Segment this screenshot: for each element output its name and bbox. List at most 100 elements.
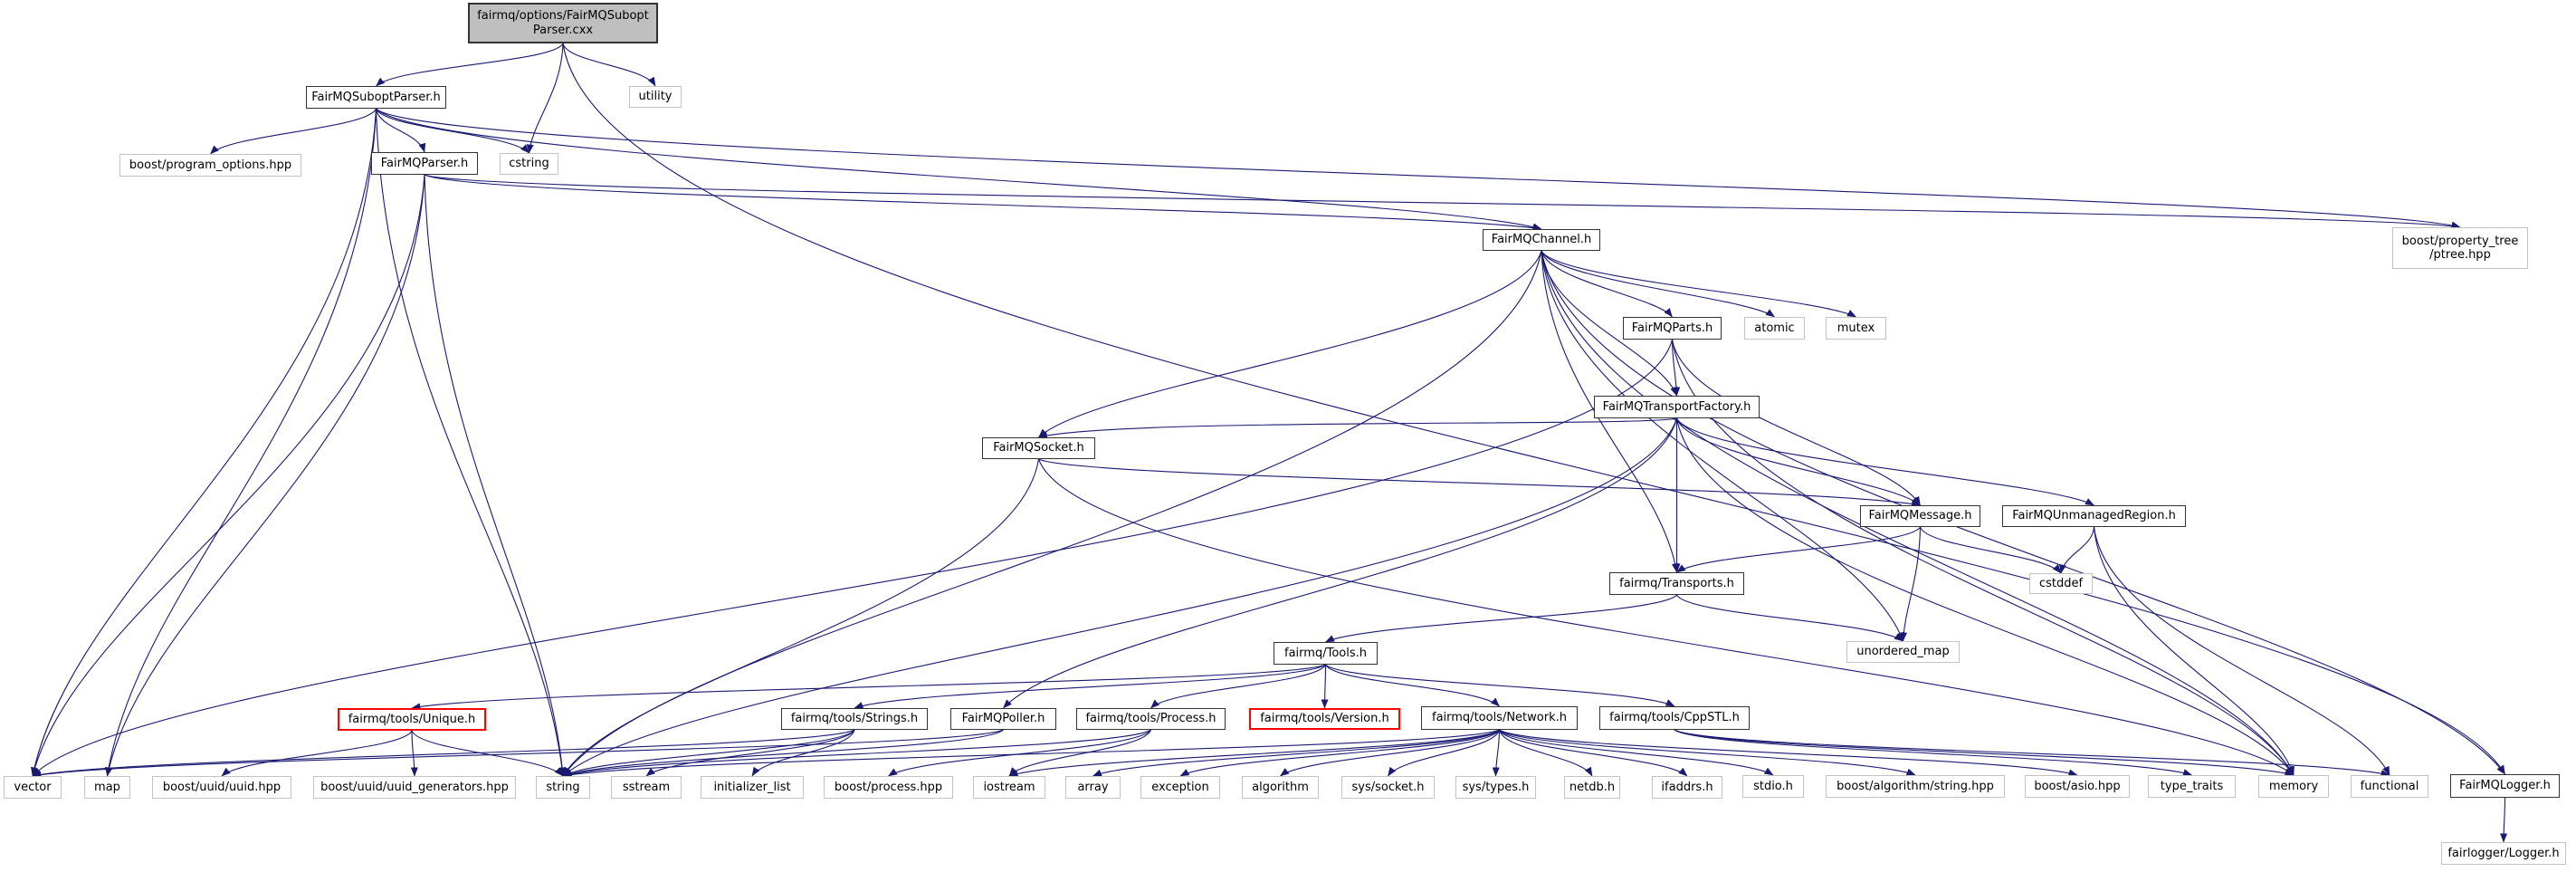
node-network-h[interactable]: fairmq/tools/Network.h — [1421, 706, 1578, 730]
node-label: boost/asio.hpp — [2034, 779, 2121, 793]
node-label: FairMQLogger.h — [2459, 779, 2551, 793]
edge-socket_h-to-memory — [1037, 458, 2295, 776]
node-label: fairmq/Tools.h — [1284, 646, 1367, 660]
edge-process_h-to-iostream — [1008, 729, 1152, 777]
edge-tools_h-to-version_h — [1321, 664, 1329, 709]
node-label: fairmq/tools/Version.h — [1260, 712, 1389, 726]
node-unique-h[interactable]: fairmq/tools/Unique.h — [338, 708, 486, 731]
node-label: FairMQSocket.h — [993, 441, 1084, 455]
node-label: stdio.h — [1753, 779, 1793, 793]
node-label: sys/types.h — [1462, 780, 1530, 794]
node-label: vector — [14, 780, 52, 794]
node-tools-h[interactable]: fairmq/Tools.h — [1274, 642, 1378, 665]
node-type-traits: type_traits — [2148, 775, 2236, 798]
node-message-h[interactable]: FairMQMessage.h — [1860, 505, 1980, 527]
node-iostream: iostream — [973, 776, 1045, 799]
node-label: memory — [2268, 779, 2319, 793]
node-sstream: sstream — [611, 776, 682, 799]
node-exception: exception — [1140, 776, 1220, 799]
node-label: FairMQParts.h — [1631, 321, 1713, 335]
node-transports-h[interactable]: fairmq/Transports.h — [1609, 572, 1744, 595]
edge-cxx-to-cstring — [526, 43, 564, 154]
node-label: ifaddrs.h — [1661, 780, 1713, 794]
node-vector: vector — [4, 776, 62, 799]
edge-network_h-to-syssocket — [1388, 729, 1501, 777]
node-channel-h[interactable]: FairMQChannel.h — [1483, 229, 1600, 251]
node-ifaddrs: ifaddrs.h — [1652, 776, 1722, 799]
node-factory-h[interactable]: FairMQTransportFactory.h — [1594, 396, 1760, 418]
node-process-h[interactable]: fairmq/tools/Process.h — [1076, 708, 1226, 730]
edge-channel_h-to-logger_h — [1541, 250, 2505, 775]
node-label: map — [94, 780, 120, 794]
node-label: utility — [638, 90, 673, 104]
node-label: boost/process.hpp — [834, 780, 943, 794]
node-label: algorithm — [1252, 780, 1309, 794]
edge-parts_h-to-memory — [1671, 339, 2295, 776]
edge-network_h-to-string — [562, 729, 1500, 779]
edge-network_h-to-netdb — [1498, 729, 1593, 777]
node-label: FairMQTransportFactory.h — [1602, 399, 1751, 414]
node-label: iostream — [983, 780, 1035, 794]
edge-message_h-to-unordered_map — [1900, 526, 1922, 642]
node-subopt-h[interactable]: FairMQSuboptParser.h — [306, 86, 446, 109]
edge-socket_h-to-message_h — [1038, 458, 1921, 508]
node-ptree: boost/property_tree /ptree.hpp — [2392, 227, 2528, 269]
node-poller-h[interactable]: FairMQPoller.h — [950, 708, 1056, 730]
node-label: cstring — [509, 157, 549, 171]
edge-unique_h-to-uuid — [221, 730, 413, 777]
edge-channel_h-to-mutex — [1541, 250, 1856, 318]
edge-parts_h-to-vector — [32, 339, 1674, 777]
edge-subopt_h-to-parser_h — [375, 108, 426, 153]
edge-network_h-to-exception — [1179, 729, 1500, 777]
edge-subopt_h-to-string — [375, 108, 566, 777]
node-label: fairmq/tools/Unique.h — [348, 712, 476, 726]
node-label: boost/algorithm/string.hpp — [1837, 779, 1994, 793]
node-label: sys/socket.h — [1351, 780, 1425, 794]
node-mutex: mutex — [1826, 317, 1886, 340]
node-cstring: cstring — [500, 153, 558, 175]
node-socket-h[interactable]: FairMQSocket.h — [982, 437, 1095, 459]
edge-network_h-to-systypes — [1492, 729, 1501, 777]
edge-strings_h-to-initializer_list — [751, 729, 855, 777]
node-label: mutex — [1837, 321, 1875, 335]
node-cppstl-h[interactable]: fairmq/tools/CppSTL.h — [1599, 706, 1750, 730]
node-memory: memory — [2258, 775, 2329, 798]
node-label: fairmq/options/FairMQSubopt Parser.cxx — [477, 9, 649, 37]
node-algorithm: algorithm — [1242, 776, 1319, 799]
node-atomic: atomic — [1744, 317, 1805, 340]
edge-transports_h-to-unordered_map — [1676, 594, 1903, 642]
edge-unique_h-to-string — [411, 730, 564, 777]
node-label: atomic — [1754, 321, 1795, 335]
node-label: string — [546, 780, 580, 794]
edge-factory_h-to-poller_h — [1003, 417, 1678, 709]
node-logger-h[interactable]: FairMQLogger.h — [2450, 774, 2560, 798]
node-balgostring: boost/algorithm/string.hpp — [1826, 775, 2005, 798]
node-unmanaged-h[interactable]: FairMQUnmanagedRegion.h — [2002, 505, 2186, 527]
edge-cxx-to-utility — [562, 43, 656, 87]
node-utility: utility — [629, 86, 682, 108]
edge-strings_h-to-sstream — [645, 729, 855, 777]
edge-unique_h-to-uuid_gen — [410, 730, 418, 777]
edge-message_h-to-transports_h — [1676, 526, 1921, 573]
node-map: map — [84, 776, 130, 799]
node-parts-h[interactable]: FairMQParts.h — [1623, 317, 1722, 340]
edge-subopt_h-to-map — [105, 108, 377, 777]
edge-channel_h-to-transports_h — [1541, 250, 1679, 573]
node-parser-h[interactable]: FairMQParser.h — [371, 152, 478, 175]
edge-parser_h-to-map — [105, 174, 425, 777]
edge-channel_h-to-unordered_map — [1541, 250, 1904, 642]
edge-cxx-to-logger_h — [562, 43, 2505, 775]
node-label: fairmq/tools/Strings.h — [790, 712, 919, 726]
edge-network_h-to-ifaddrs — [1498, 729, 1688, 777]
edge-unmanaged_h-to-cstddef — [2058, 526, 2095, 574]
edge-factory_h-to-string — [562, 417, 1678, 777]
node-label: boost/uuid/uuid.hpp — [162, 780, 281, 794]
node-label: array — [1077, 780, 1109, 794]
edge-parts_h-to-factory_h — [1671, 339, 1681, 397]
node-label: FairMQParser.h — [380, 156, 469, 170]
edge-parser_h-to-channel_h — [424, 174, 1542, 232]
node-version-h[interactable]: fairmq/tools/Version.h — [1249, 708, 1400, 730]
node-strings-h[interactable]: fairmq/tools/Strings.h — [781, 708, 928, 730]
